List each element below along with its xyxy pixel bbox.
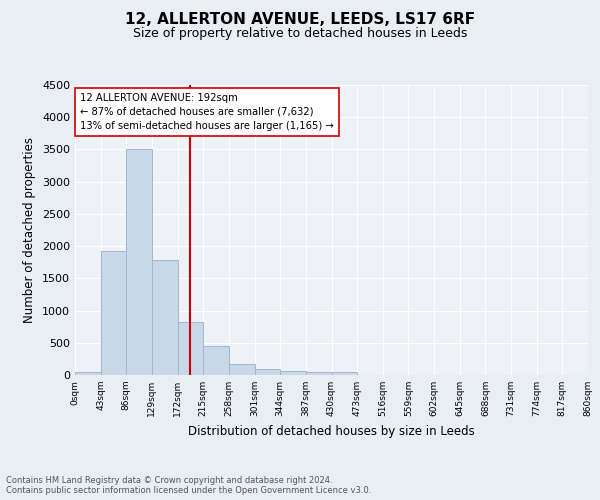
Bar — [152, 260, 178, 375]
Bar — [306, 372, 331, 375]
Bar — [178, 322, 203, 375]
Text: Contains HM Land Registry data © Crown copyright and database right 2024.
Contai: Contains HM Land Registry data © Crown c… — [6, 476, 371, 495]
Bar — [203, 346, 229, 375]
Bar — [254, 368, 280, 375]
Bar — [331, 372, 357, 375]
Text: 12 ALLERTON AVENUE: 192sqm
← 87% of detached houses are smaller (7,632)
13% of s: 12 ALLERTON AVENUE: 192sqm ← 87% of deta… — [80, 92, 334, 130]
Bar — [101, 252, 127, 375]
X-axis label: Distribution of detached houses by size in Leeds: Distribution of detached houses by size … — [188, 424, 475, 438]
Bar — [280, 371, 306, 375]
Bar — [127, 150, 152, 375]
Text: 12, ALLERTON AVENUE, LEEDS, LS17 6RF: 12, ALLERTON AVENUE, LEEDS, LS17 6RF — [125, 12, 475, 28]
Bar — [229, 364, 254, 375]
Bar — [75, 372, 101, 375]
Y-axis label: Number of detached properties: Number of detached properties — [23, 137, 37, 323]
Text: Size of property relative to detached houses in Leeds: Size of property relative to detached ho… — [133, 28, 467, 40]
